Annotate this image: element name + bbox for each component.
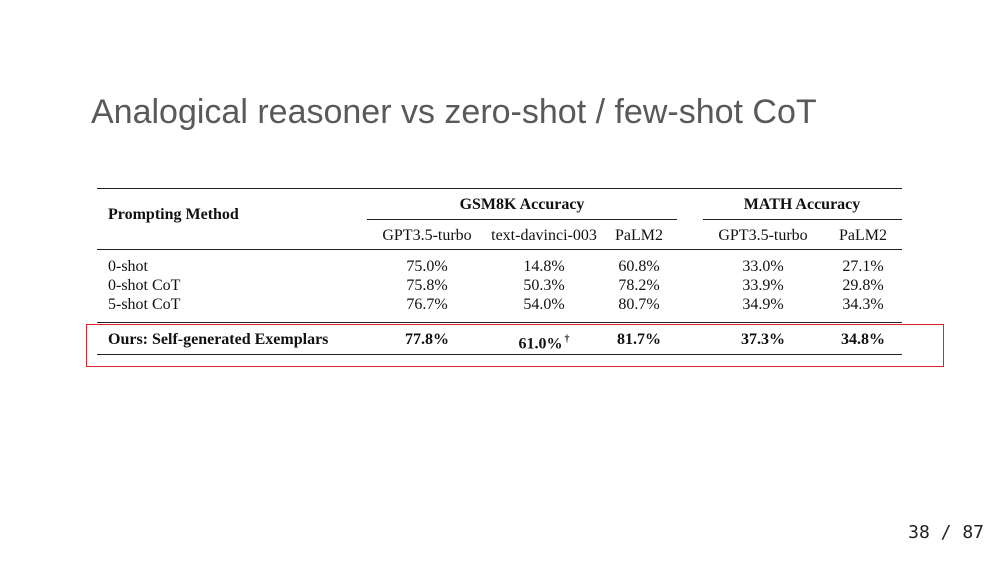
gsm8k-group-rule (367, 219, 677, 220)
slide-title: Analogical reasoner vs zero-shot / few-s… (91, 93, 817, 131)
header-bottom-rule (97, 249, 902, 250)
page-number: 38 / 87 (908, 522, 984, 543)
table-cell: 14.8% (523, 258, 565, 275)
column-header: GPT3.5-turbo (718, 227, 808, 244)
ours-row-highlight (86, 324, 944, 367)
table-cell: 34.3% (842, 296, 884, 313)
table-cell: 80.7% (618, 296, 660, 313)
gsm8k-group-header: GSM8K Accuracy (459, 196, 585, 213)
ours-cell: 81.7% (617, 331, 661, 348)
ours-cell: 34.8% (841, 331, 885, 348)
dagger-mark: † (564, 334, 570, 345)
column-header: PaLM2 (615, 227, 663, 244)
table-cell: 78.2% (618, 277, 660, 294)
column-header: PaLM2 (839, 227, 887, 244)
row-method: 0-shot (108, 258, 148, 275)
table-cell: 33.0% (742, 258, 784, 275)
ours-cell: 77.8% (405, 331, 449, 348)
column-header: GPT3.5-turbo (382, 227, 472, 244)
ours-cell: 37.3% (741, 331, 785, 348)
math-group-rule (703, 219, 902, 220)
table-cell: 27.1% (842, 258, 884, 275)
method-column-header: Prompting Method (108, 206, 239, 223)
table-cell: 33.9% (742, 277, 784, 294)
ours-cell-with-dagger: 61.0% † (519, 331, 570, 353)
table-cell: 75.0% (406, 258, 448, 275)
table-cell: 50.3% (523, 277, 565, 294)
table-cell: 34.9% (742, 296, 784, 313)
math-group-header: MATH Accuracy (743, 196, 861, 213)
table-top-rule (97, 188, 902, 189)
body-bottom-rule (97, 322, 902, 323)
table-cell: 54.0% (523, 296, 565, 313)
row-method: 0-shot CoT (108, 277, 181, 294)
column-header: text-davinci-003 (491, 227, 597, 244)
ours-method: Ours: Self-generated Exemplars (108, 331, 329, 348)
table-cell: 75.8% (406, 277, 448, 294)
table-cell: 29.8% (842, 277, 884, 294)
table-bottom-rule (97, 354, 902, 355)
table-cell: 60.8% (618, 258, 660, 275)
ours-cell: 61.0% (518, 335, 563, 353)
table-cell: 76.7% (406, 296, 448, 313)
row-method: 5-shot CoT (108, 296, 181, 313)
